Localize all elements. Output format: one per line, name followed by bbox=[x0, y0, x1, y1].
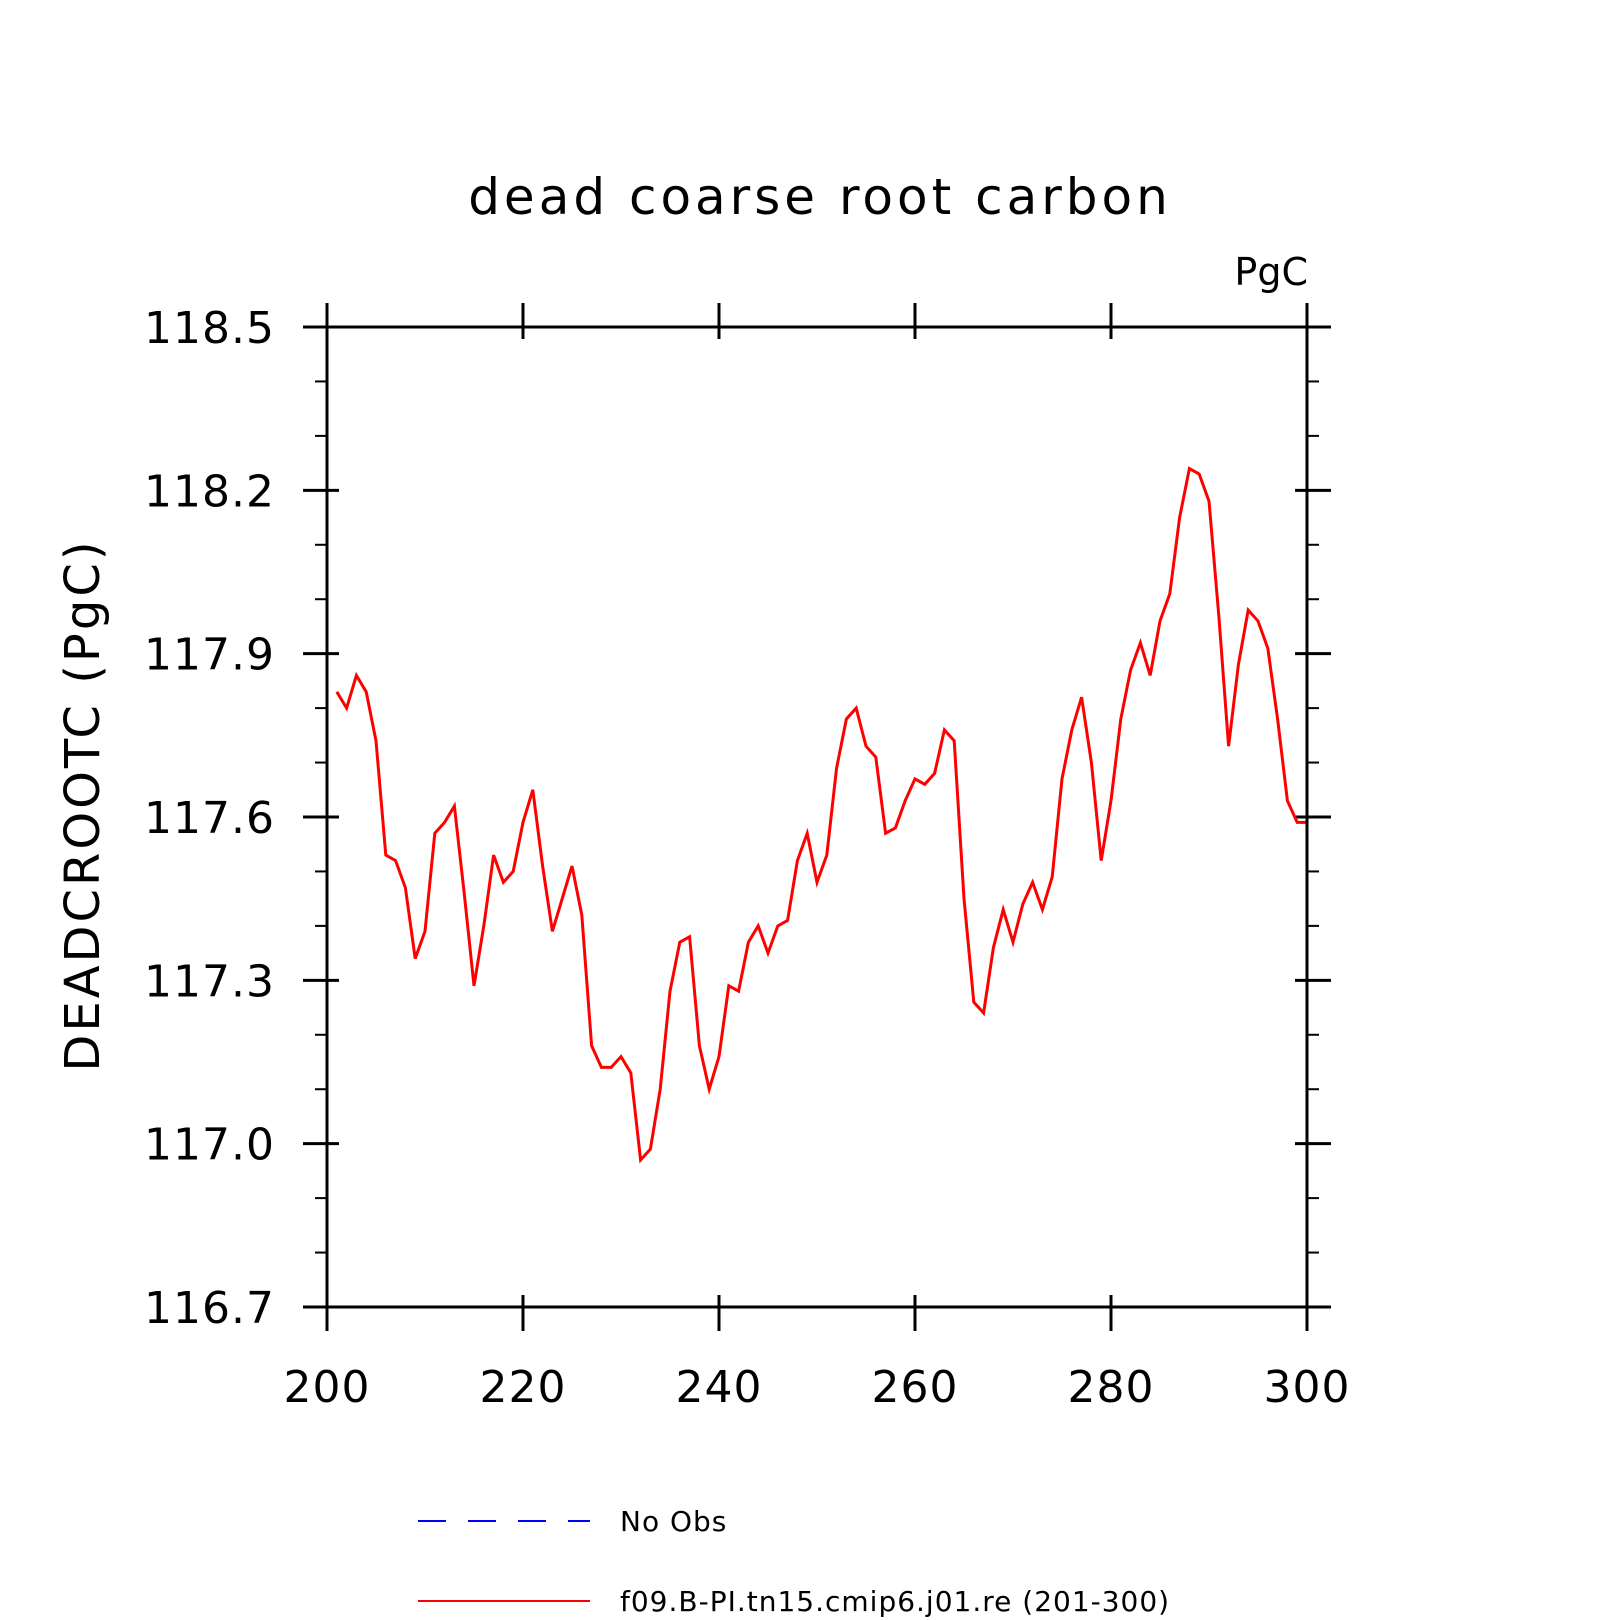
x-tick-label: 280 bbox=[1068, 1362, 1155, 1413]
y-tick-label: 118.2 bbox=[144, 466, 275, 517]
y-tick-label: 116.7 bbox=[144, 1283, 275, 1334]
y-tick-label: 117.9 bbox=[144, 630, 275, 681]
y-tick-label: 118.5 bbox=[144, 303, 275, 354]
y-tick-label: 117.0 bbox=[144, 1120, 275, 1171]
y-tick-label: 117.3 bbox=[144, 956, 275, 1007]
y-tick-label: 117.6 bbox=[144, 793, 275, 844]
plot-frame bbox=[325, 325, 1309, 1309]
x-tick-label: 240 bbox=[676, 1362, 763, 1413]
legend-label-model-run: f09.B-PI.tn15.cmip6.j01.re (201-300) bbox=[620, 1585, 1170, 1618]
axis-ticks bbox=[303, 303, 1331, 1331]
series-line bbox=[335, 466, 1307, 1164]
x-tick-label: 260 bbox=[872, 1362, 959, 1413]
legend: No Obs f09.B-PI.tn15.cmip6.j01.re (201-3… bbox=[418, 1505, 1170, 1618]
units-label: PgC bbox=[1234, 250, 1308, 294]
x-tick-label: 300 bbox=[1264, 1362, 1351, 1413]
axis-tick-labels: 200 220 240 260 280 300 116.7 117.0 117.3 117.6 11… bbox=[144, 303, 1351, 1413]
x-tick-label: 220 bbox=[480, 1362, 567, 1413]
y-axis-label: DEADCROOTC (PgC) bbox=[55, 538, 111, 1071]
x-tick-label: 200 bbox=[284, 1362, 371, 1413]
chart-title: dead coarse root carbon bbox=[468, 168, 1172, 226]
legend-label-no-obs: No Obs bbox=[620, 1505, 727, 1538]
series-lines bbox=[335, 466, 1307, 1164]
